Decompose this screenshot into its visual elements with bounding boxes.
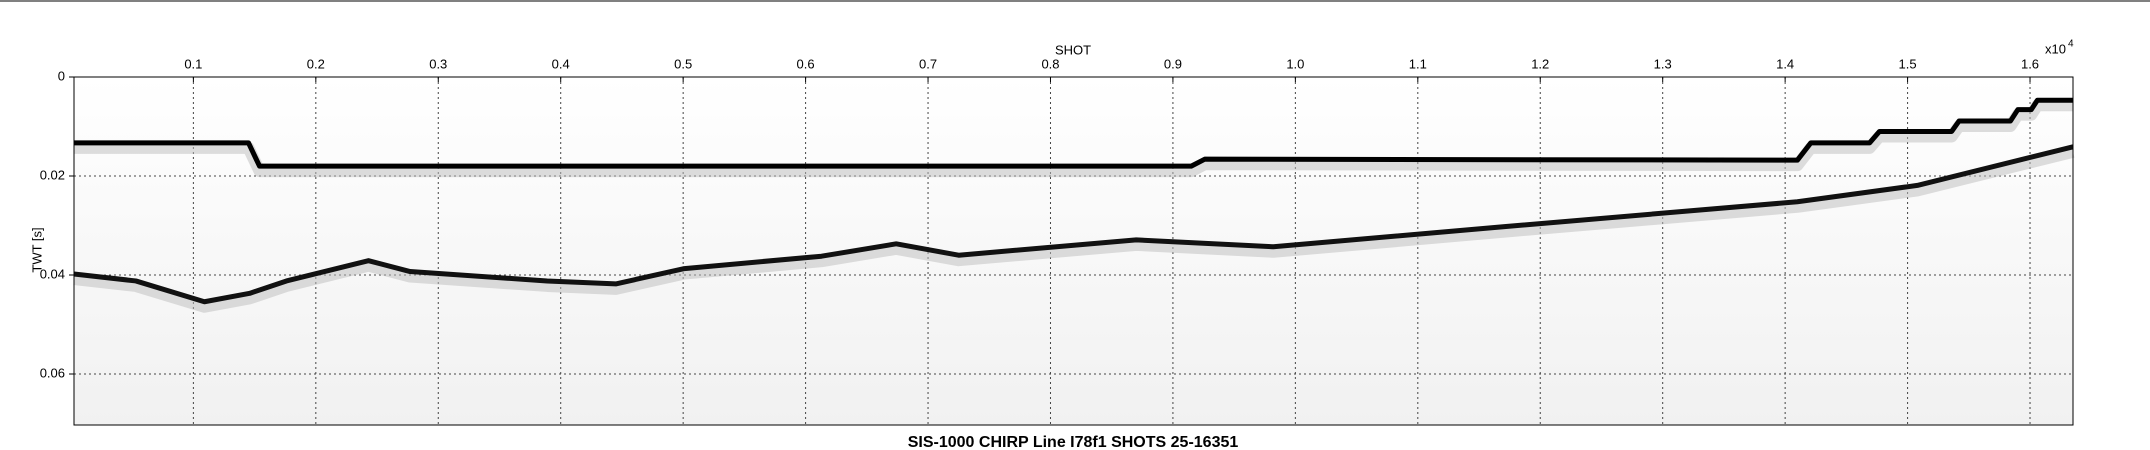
reflector-halo: [74, 99, 2073, 178]
y-tick-label: 0.06: [40, 365, 65, 380]
x-axis-label: SHOT: [1055, 42, 1091, 57]
x-tick-label: 1.2: [1531, 56, 1549, 71]
plot-frame: [73, 76, 2074, 426]
reflector: [74, 97, 2073, 169]
x-tick-label: 0.8: [1041, 56, 1059, 71]
x-tick-label: 0.9: [1164, 56, 1182, 71]
chart-title: SIS-1000 CHIRP Line I78f1 SHOTS 25-16351: [908, 434, 1239, 450]
x-tick-label: 0.3: [429, 56, 447, 71]
x-multiplier-exponent: 4: [2068, 39, 2074, 50]
y-axis-label: TWT [s]: [29, 227, 44, 272]
x-multiplier-base: x10: [2045, 41, 2066, 56]
x-tick-label: 0.1: [184, 56, 202, 71]
x-tick-label: 1.5: [1899, 56, 1917, 71]
x-tick-label: 1.0: [1286, 56, 1304, 71]
x-tick-label: 0.7: [919, 56, 937, 71]
x-tick-label: 0.2: [307, 56, 325, 71]
x-tick-label: 1.3: [1654, 56, 1672, 71]
x-tick-label: 1.6: [2021, 56, 2039, 71]
x-tick-label: 0.5: [674, 56, 692, 71]
x-tick-label: 0.6: [797, 56, 815, 71]
y-tick-label: 0.02: [40, 167, 65, 182]
y-tick-label: 0: [58, 68, 65, 83]
y-tick-label: 0.04: [40, 266, 65, 281]
x-tick-label: 1.1: [1409, 56, 1427, 71]
reflector: [73, 144, 2074, 305]
reflector-halo: [73, 145, 2075, 313]
x-tick-label: 1.4: [1776, 56, 1794, 71]
x-tick-label: 0.4: [552, 56, 570, 71]
